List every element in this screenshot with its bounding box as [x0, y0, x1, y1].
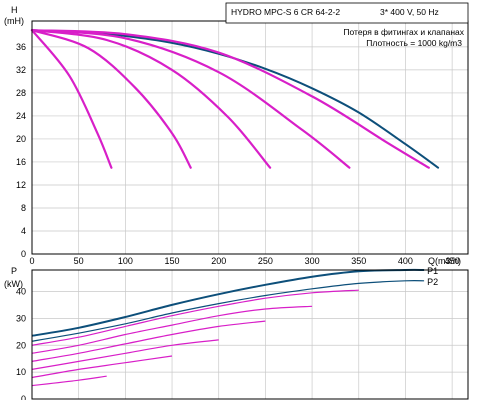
system-head-curve-5: [30, 29, 430, 169]
head-grid: [31, 21, 468, 255]
power-y-tick-labels: 0 10 20 30 40: [16, 287, 26, 400]
power-grid: [31, 270, 468, 400]
head-y-tick-label: 24: [16, 111, 26, 121]
flow-axis-label: Q(m3/h): [428, 256, 461, 266]
power-curve-3: [31, 305, 313, 354]
power-curve-p2: [31, 279, 425, 342]
x-tick-label: 300: [305, 256, 320, 266]
x-tick-label: 200: [211, 256, 226, 266]
head-y-tick-label: 16: [16, 157, 26, 167]
power-curve-p2-label: P2: [427, 277, 438, 287]
flow-x-tick-labels: 0 50 100 150 200 250 300 350 400 450: [29, 256, 459, 266]
power-axis-unit: (kW): [4, 279, 23, 289]
x-tick-label: 50: [74, 256, 84, 266]
x-tick-label: 250: [258, 256, 273, 266]
power-plot-frame: [31, 269, 469, 400]
head-curves: [30, 29, 440, 169]
power-curve-7: [31, 375, 107, 387]
x-tick-label: 0: [29, 256, 34, 266]
head-y-tick-label: 32: [16, 65, 26, 75]
power-curve-6: [31, 355, 173, 379]
supply-label: 3* 400 V, 50 Hz: [380, 7, 439, 17]
head-y-tick-label: 28: [16, 88, 26, 98]
power-y-tick-label: 20: [16, 340, 26, 350]
head-axis-unit: (mH): [4, 16, 24, 26]
head-y-tick-label: 0: [21, 249, 26, 259]
power-curve-4: [31, 320, 266, 362]
power-curve-5: [31, 339, 219, 370]
power-curve-2: [31, 289, 359, 346]
system-head-curve-1: [30, 29, 113, 169]
x-tick-label: 150: [165, 256, 180, 266]
power-curves: [31, 268, 425, 387]
x-tick-label: 350: [351, 256, 366, 266]
head-y-tick-label: 12: [16, 180, 26, 190]
power-y-tick-label: 30: [16, 313, 26, 323]
power-y-tick-label: 10: [16, 367, 26, 377]
head-axis-symbol: H: [11, 5, 18, 15]
power-curve-p1-label: P1: [427, 266, 438, 276]
power-curve-p1: [31, 268, 425, 337]
density-note: Плотность = 1000 kg/m3: [366, 38, 462, 48]
x-tick-label: 450: [445, 256, 460, 266]
system-head-curve-3: [30, 29, 272, 169]
x-tick-label: 100: [118, 256, 133, 266]
fitting-loss-note: Потеря в фитингах и клапанах: [343, 27, 464, 37]
pump-model-label: HYDRO MPC-S 6 CR 64-2-2: [231, 7, 340, 17]
system-head-curve-4: [30, 29, 351, 169]
model-info-box: [225, 2, 469, 24]
x-tick-label: 400: [398, 256, 413, 266]
power-y-tick-label: 40: [16, 287, 26, 297]
head-y-tick-label: 36: [16, 42, 26, 52]
power-axis-symbol: P: [11, 266, 17, 276]
head-plot-frame: [31, 20, 469, 255]
head-y-tick-label: 8: [21, 203, 26, 213]
power-y-tick-label: 0: [21, 394, 26, 400]
head-y-tick-label: 20: [16, 134, 26, 144]
system-head-curve-2: [30, 29, 192, 169]
head-y-tick-labels: 0 4 8 12 16 20 24 28 32 36: [16, 42, 26, 259]
head-y-tick-label: 4: [21, 226, 26, 236]
